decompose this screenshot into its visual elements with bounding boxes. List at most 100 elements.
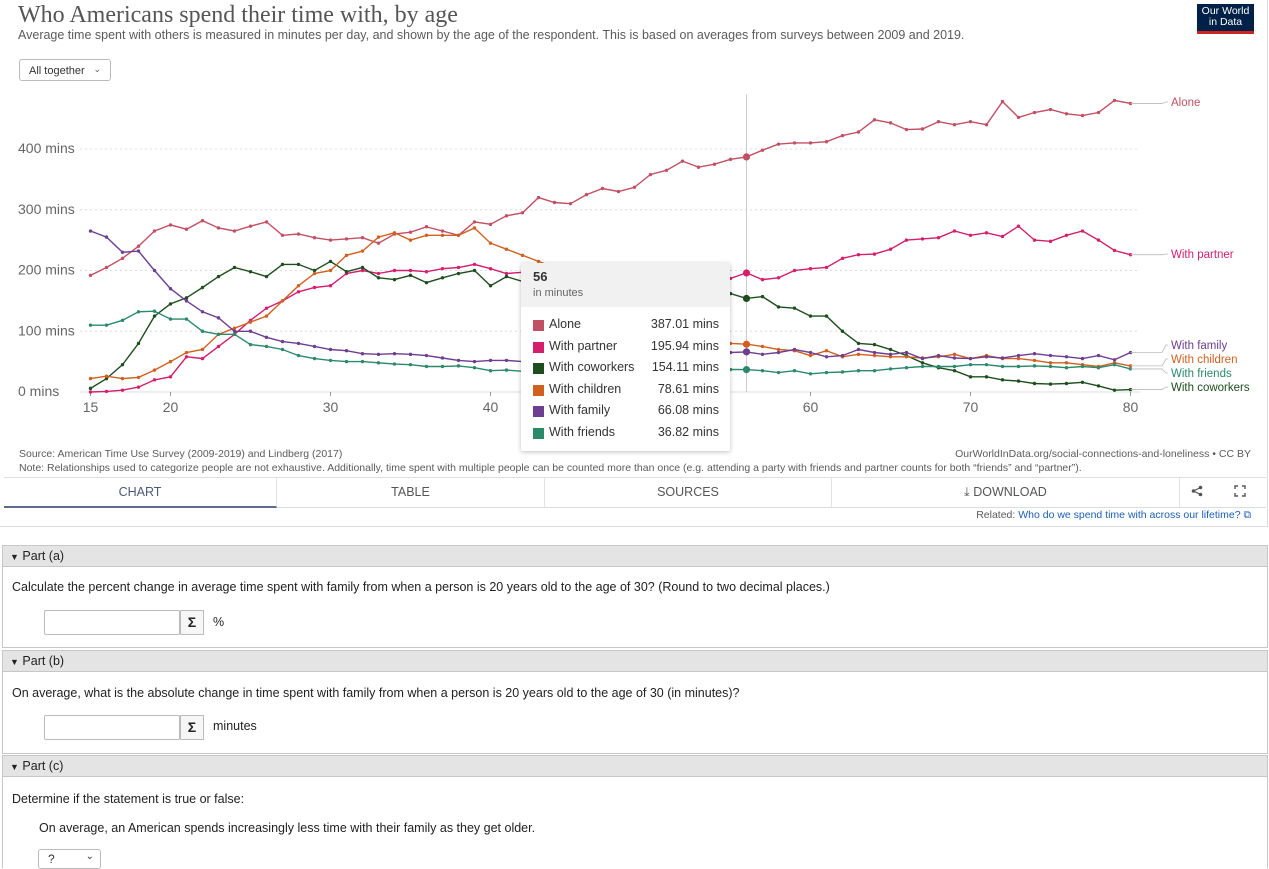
tab-download[interactable]: ⤓ DOWNLOAD xyxy=(832,478,1180,508)
data-point xyxy=(264,220,269,224)
data-point xyxy=(200,356,205,361)
data-point xyxy=(424,353,429,358)
data-point xyxy=(776,347,781,352)
data-point xyxy=(888,247,893,251)
tooltip-row: With coworkers 154.11 mins xyxy=(533,360,719,380)
data-point xyxy=(200,347,205,352)
data-point xyxy=(344,237,349,241)
x-tick-label: 40 xyxy=(483,399,499,415)
tooltip-series-value: 36.82 mins xyxy=(657,424,719,439)
data-point xyxy=(152,368,157,372)
part-a-answer-input[interactable] xyxy=(44,610,180,635)
x-tick-label: 20 xyxy=(163,399,179,415)
data-point xyxy=(488,241,493,245)
data-point xyxy=(824,140,829,144)
owid-logo[interactable]: Our World in Data xyxy=(1197,4,1254,34)
data-point xyxy=(840,133,845,138)
tooltip-series-name: With partner xyxy=(549,338,618,353)
data-point xyxy=(184,299,189,303)
data-point xyxy=(216,316,221,320)
data-point xyxy=(392,268,397,273)
data-point xyxy=(1064,233,1069,237)
data-point xyxy=(136,310,141,314)
select-value: ? xyxy=(48,852,55,866)
part-a-header[interactable]: ▼ Part (a) xyxy=(2,545,1268,567)
tooltip-series-name: With family xyxy=(549,403,611,417)
data-point xyxy=(1000,356,1005,360)
legend-connector xyxy=(1130,344,1168,353)
data-point xyxy=(568,201,573,206)
data-point xyxy=(776,276,781,280)
entity-selector-dropdown[interactable]: All together ⌄ xyxy=(19,59,111,81)
share-button[interactable] xyxy=(1180,478,1214,508)
data-point xyxy=(424,233,429,237)
data-point xyxy=(376,271,381,276)
data-point xyxy=(840,353,845,358)
data-point xyxy=(808,372,813,376)
tab-sources[interactable]: SOURCES xyxy=(545,478,832,508)
data-point xyxy=(776,305,781,309)
data-point xyxy=(760,148,765,152)
data-point xyxy=(296,341,301,346)
data-point xyxy=(408,238,413,242)
chart-url[interactable]: OurWorldInData.org/social-connections-an… xyxy=(955,448,1251,460)
data-point xyxy=(1112,362,1117,367)
tooltip-swatch xyxy=(533,384,544,396)
data-point xyxy=(616,189,621,194)
sigma-icon[interactable]: Σ xyxy=(180,715,204,740)
fullscreen-button[interactable] xyxy=(1214,478,1266,508)
true-false-select[interactable]: ? ⌄ xyxy=(38,849,101,869)
data-point xyxy=(232,265,237,270)
data-point xyxy=(472,220,477,224)
data-point xyxy=(952,123,957,127)
tab-table[interactable]: TABLE xyxy=(277,478,545,508)
data-point xyxy=(1000,378,1005,382)
data-point xyxy=(104,323,109,327)
data-point xyxy=(1112,358,1117,362)
data-point xyxy=(872,353,877,358)
data-point xyxy=(984,375,989,379)
data-point xyxy=(584,192,589,197)
data-point xyxy=(1016,353,1021,358)
tab-chart[interactable]: CHART xyxy=(4,478,277,508)
data-point xyxy=(728,157,733,162)
data-point xyxy=(488,369,493,373)
part-c-header[interactable]: ▼ Part (c) xyxy=(2,755,1268,777)
collapse-triangle-icon: ▼ xyxy=(10,762,19,772)
legend-label: With friends xyxy=(1171,368,1232,380)
part-b-label: Part (b) xyxy=(22,654,65,668)
sigma-icon[interactable]: Σ xyxy=(180,610,204,635)
data-point xyxy=(1016,356,1021,361)
data-point xyxy=(216,332,221,336)
data-point xyxy=(360,249,365,253)
chart-tooltip: 56 in minutes Alone 387.01 mins With partn… xyxy=(521,263,730,451)
logo-line-1: Our World xyxy=(1201,5,1250,17)
part-b-question: On average, what is the absolute change … xyxy=(12,686,740,700)
data-point xyxy=(904,366,909,370)
data-point xyxy=(984,123,989,127)
data-point xyxy=(1096,238,1101,242)
related-link[interactable]: Who do we spend time with across our lif… xyxy=(1018,509,1241,521)
data-point xyxy=(216,226,221,230)
data-point xyxy=(280,262,285,267)
data-point xyxy=(696,165,701,169)
data-point xyxy=(232,329,237,333)
data-point xyxy=(312,285,317,290)
data-point xyxy=(776,370,781,375)
part-c-statement: On average, an American spends increasin… xyxy=(39,821,536,835)
data-point xyxy=(1032,238,1037,242)
data-point xyxy=(120,256,125,261)
data-point xyxy=(984,231,989,235)
data-point xyxy=(120,362,125,367)
chart-subtitle: Average time spent with others is measur… xyxy=(18,28,965,42)
data-point xyxy=(1080,380,1085,384)
data-point xyxy=(1016,115,1021,120)
collapse-triangle-icon: ▼ xyxy=(10,657,19,667)
data-point xyxy=(1064,361,1069,365)
data-point xyxy=(200,218,205,223)
tooltip-swatch xyxy=(533,341,544,353)
legend-label: Alone xyxy=(1171,97,1200,109)
part-b-answer-input[interactable] xyxy=(44,715,180,740)
data-point xyxy=(952,369,957,373)
part-b-header[interactable]: ▼ Part (b) xyxy=(2,650,1268,672)
